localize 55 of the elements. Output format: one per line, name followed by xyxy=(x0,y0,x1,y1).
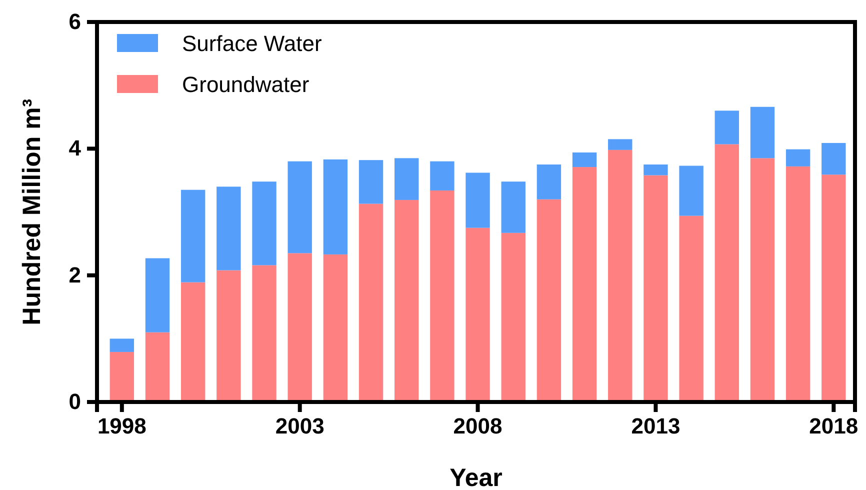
bar xyxy=(394,200,419,402)
bar xyxy=(323,254,348,402)
bar xyxy=(679,166,704,216)
bar xyxy=(608,150,632,402)
bar xyxy=(786,149,810,166)
bar xyxy=(608,139,632,150)
y-axis-title: Hundred Million m³ xyxy=(18,98,46,326)
x-axis-title: Year xyxy=(450,464,503,490)
bar xyxy=(644,164,668,176)
bar xyxy=(180,282,206,402)
bar xyxy=(536,164,562,200)
bar xyxy=(430,190,454,402)
x-tick-label: 2013 xyxy=(631,414,680,439)
bar xyxy=(572,152,597,168)
bar xyxy=(714,144,739,402)
bar xyxy=(110,338,134,352)
x-tick-label: 1998 xyxy=(97,414,146,439)
bar xyxy=(714,110,739,144)
bar xyxy=(466,172,490,228)
bar xyxy=(822,174,846,402)
legend-label: Groundwater xyxy=(182,72,310,97)
y-tick-label: 6 xyxy=(68,9,81,34)
x-tick-label: 2018 xyxy=(809,414,858,439)
bar xyxy=(394,158,419,200)
bar xyxy=(644,175,668,402)
bar xyxy=(786,166,810,402)
y-tick-label: 0 xyxy=(68,389,81,414)
legend-label: Surface Water xyxy=(182,31,322,56)
bar xyxy=(180,190,206,282)
bar xyxy=(750,106,775,158)
bar xyxy=(145,332,170,402)
bar xyxy=(822,142,846,175)
bar xyxy=(679,216,704,402)
bar xyxy=(501,232,526,402)
bar xyxy=(358,160,384,204)
bar xyxy=(536,199,562,402)
x-tick-label: 2008 xyxy=(453,414,502,439)
bar xyxy=(750,158,775,402)
bar xyxy=(110,352,134,402)
bar xyxy=(288,161,312,254)
bar xyxy=(572,167,597,402)
bar xyxy=(501,182,526,233)
bar xyxy=(216,186,241,270)
bar xyxy=(216,270,241,402)
bar xyxy=(430,161,454,190)
bar xyxy=(358,204,384,402)
y-tick-label: 4 xyxy=(68,136,82,161)
bar xyxy=(466,228,490,402)
bar xyxy=(145,258,170,332)
x-tick-label: 2003 xyxy=(275,414,324,439)
bar xyxy=(252,265,276,402)
y-tick-label: 2 xyxy=(68,262,81,288)
bar xyxy=(323,159,348,254)
bar xyxy=(288,253,312,402)
bar xyxy=(252,182,276,266)
